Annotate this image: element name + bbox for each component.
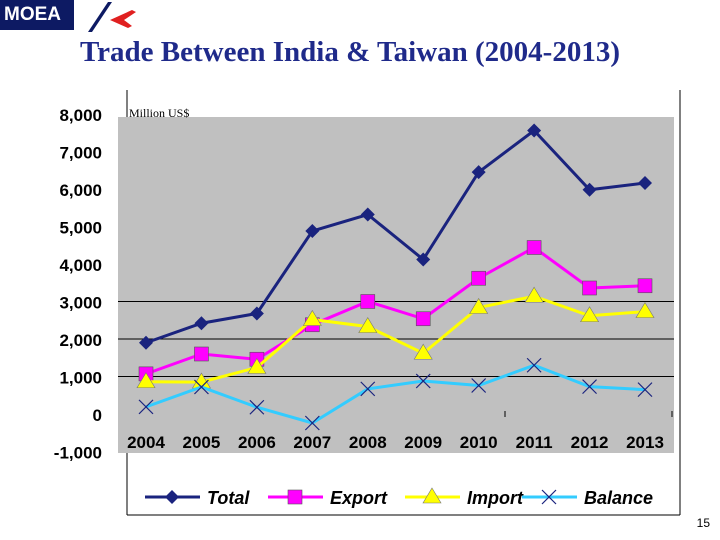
data-point-balance — [360, 381, 376, 397]
data-point-total — [582, 182, 597, 197]
data-point-total — [471, 165, 486, 180]
series-line-import — [145, 294, 646, 384]
moea-logo: MOEA — [0, 0, 150, 36]
data-point-balance — [249, 399, 265, 415]
data-point-export — [637, 278, 653, 294]
data-point-balance — [471, 378, 487, 393]
data-point-total — [139, 335, 153, 350]
series-line-export — [145, 245, 646, 376]
y-tick-label: -1,000 — [54, 444, 102, 463]
legend-label-balance: Balance — [584, 488, 653, 508]
x-tick-label: 2012 — [571, 433, 609, 452]
x-tick-label: 2004 — [127, 433, 165, 452]
data-point-import — [524, 286, 544, 303]
logo-mark-icon — [88, 2, 136, 32]
y-tick-label: 0 — [93, 406, 102, 425]
legend-label-export: Export — [330, 488, 388, 508]
data-point-export — [526, 240, 542, 255]
data-point-balance — [304, 415, 320, 431]
legend-label-import: Import — [467, 488, 524, 508]
legend-label-total: Total — [207, 488, 250, 508]
data-point-import — [136, 372, 156, 389]
data-point-export — [360, 294, 376, 309]
data-point-export — [415, 311, 431, 327]
data-point-export — [194, 346, 209, 362]
y-tick-label: 2,000 — [59, 331, 102, 350]
series-line-total — [145, 128, 646, 345]
data-point-total — [527, 123, 542, 138]
x-tick-label: 2010 — [460, 433, 498, 452]
data-point-import — [247, 357, 267, 374]
data-point-import — [635, 302, 655, 318]
y-tick-label: 6,000 — [59, 181, 102, 200]
y-tick-label: 5,000 — [59, 219, 102, 238]
data-point-total — [194, 316, 209, 331]
x-tick-label: 2007 — [293, 433, 331, 452]
data-point-export — [582, 280, 597, 296]
legend-marker-export — [287, 489, 303, 505]
data-point-balance — [194, 379, 209, 395]
legend-marker-import — [422, 487, 442, 504]
data-point-balance — [138, 399, 154, 415]
data-point-import — [580, 306, 600, 323]
data-point-import — [469, 297, 489, 314]
data-point-import — [413, 343, 433, 360]
logo-text: MOEA — [0, 0, 74, 30]
data-point-balance — [637, 382, 653, 398]
data-point-total — [638, 176, 652, 190]
data-point-total — [416, 252, 431, 267]
x-tick-label: 2008 — [349, 433, 387, 452]
data-point-export — [471, 270, 486, 286]
data-point-balance — [582, 379, 597, 395]
x-tick-label: 2005 — [183, 433, 221, 452]
page-title: Trade Between India & Taiwan (2004-2013) — [79, 36, 620, 68]
page-number: 15 — [696, 516, 710, 530]
y-tick-label: 7,000 — [59, 144, 102, 163]
legend-marker-balance — [541, 489, 557, 505]
y-tick-label: 8,000 — [59, 106, 102, 125]
unit-label: Million US$ — [129, 106, 189, 120]
x-tick-label: 2013 — [626, 433, 664, 452]
data-point-total — [249, 306, 264, 321]
data-point-import — [302, 309, 322, 326]
y-tick-label: 1,000 — [59, 369, 102, 388]
data-point-total — [360, 207, 375, 222]
plot-area — [118, 117, 674, 453]
series-line-balance — [145, 363, 646, 425]
y-tick-label: 3,000 — [59, 294, 102, 313]
data-point-balance — [415, 373, 431, 389]
x-tick-label: 2011 — [516, 433, 553, 452]
data-point-import — [358, 317, 378, 333]
y-tick-label: 4,000 — [59, 256, 102, 275]
legend-marker-total — [165, 490, 179, 504]
x-tick-label: 2006 — [238, 433, 276, 452]
x-tick-label: 2009 — [404, 433, 442, 452]
data-point-total — [305, 224, 320, 238]
data-point-balance — [526, 357, 542, 373]
